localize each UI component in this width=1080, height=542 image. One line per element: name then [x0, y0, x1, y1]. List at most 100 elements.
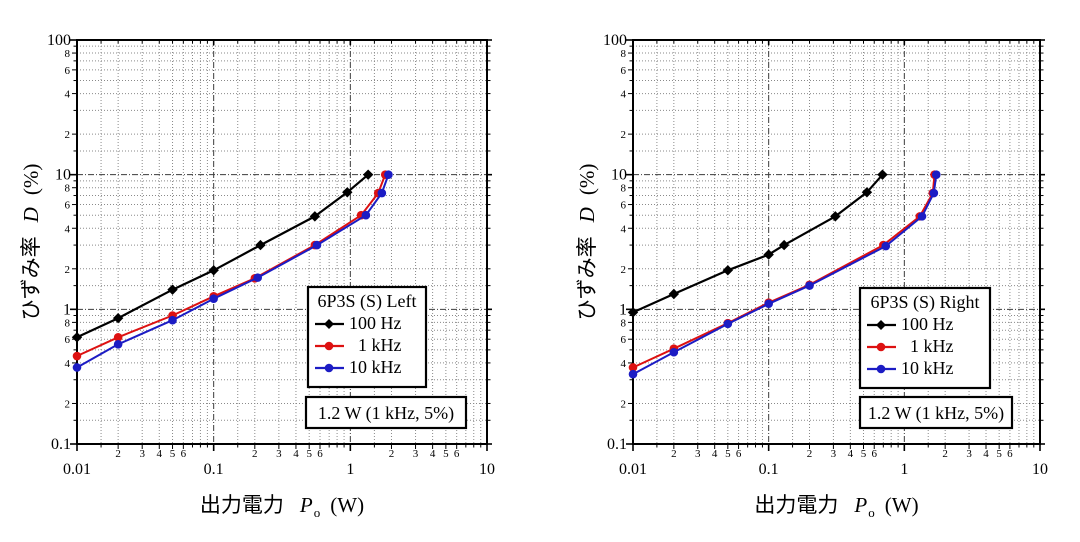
y-major-tick-label: 0.1: [607, 436, 627, 453]
left-chart-svg: 2 3 4 5 6 2 3 4 5 6 2 3 4 5 60.01 0.1 1 102468246824680.1…: [19, 32, 495, 520]
legend-marker: [324, 363, 334, 373]
data-point-marker: [917, 212, 927, 221]
annotation-text: 1.2 W (1 kHz, 5%): [868, 403, 1004, 424]
data-point-marker: [362, 169, 374, 180]
x-minor-tick-label: 5: [725, 448, 731, 460]
y-minor-tick-label: 2: [65, 264, 71, 276]
x-minor-tick-label: 6: [871, 448, 877, 460]
data-point-marker: [168, 315, 177, 325]
series-line-100-hz: [632, 173, 884, 314]
legend-marker: [876, 320, 886, 330]
x-major-tick-label: 0.1: [204, 461, 224, 478]
y-minor-tick-label: 8: [65, 317, 71, 329]
data-point-marker: [209, 294, 218, 303]
data-point-marker: [668, 288, 680, 300]
x-minor-tick-label: 5: [306, 448, 312, 460]
legend-marker: [324, 319, 334, 329]
x-minor-tick-label: 5: [170, 448, 176, 460]
data-point-marker: [72, 351, 82, 361]
y-minor-tick-label: 6: [65, 334, 71, 346]
x-minor-tick-label: 3: [966, 448, 972, 460]
y-major-tick-label: 0.1: [51, 436, 71, 453]
y-minor-tick-label: 8: [65, 48, 71, 60]
x-minor-tick-label: 3: [831, 448, 837, 460]
data-point-marker: [627, 307, 639, 318]
y-minor-tick-label: 4: [621, 89, 627, 101]
y-major-tick-label: 1: [619, 301, 627, 318]
data-point-marker: [377, 188, 387, 198]
x-minor-tick-label: 3: [276, 448, 282, 460]
data-point-marker: [628, 369, 638, 379]
data-point-marker: [71, 332, 83, 343]
x-major-tick-label: 0.1: [759, 461, 779, 478]
x-minor-tick-label: 2: [942, 448, 948, 460]
x-minor-tick-label: 6: [181, 448, 187, 460]
data-point-marker: [764, 299, 773, 309]
legend-title: 6P3S (S) Right: [870, 292, 979, 313]
y-minor-tick-label: 6: [65, 200, 71, 212]
data-point-marker: [255, 239, 266, 251]
y-minor-tick-label: 8: [621, 183, 627, 195]
y-major-tick-label: 100: [47, 32, 71, 49]
data-point-marker: [253, 273, 263, 282]
legend-entry-label: 10 kHz: [349, 357, 402, 377]
y-major-tick-label: 10: [611, 167, 627, 184]
y-minor-tick-label: 4: [65, 358, 71, 370]
y-axis-title: ひずみ率D(%): [19, 164, 43, 321]
data-point-marker: [722, 265, 734, 276]
data-point-marker: [830, 211, 841, 222]
x-minor-tick-label: 4: [430, 448, 436, 460]
y-minor-tick-label: 2: [621, 129, 627, 141]
x-minor-tick-label: 6: [454, 448, 460, 460]
x-minor-tick-label: 2: [671, 448, 677, 460]
x-axis-title: 出力電力 Po (W): [200, 493, 364, 520]
data-point-marker: [112, 312, 124, 324]
right-channel-chart: 2 3 4 5 6 2 3 4 5 6 2 3 4 5 6 0.01 0.1 1 10 2 4 6 8 2 4 6 8 2 4 6 8 0.1…: [540, 0, 1080, 537]
right-chart-svg: 2 3 4 5 6 2 3 4 5 6 2 3 4 5 60.01 0.1 1 102468246824680.1…: [575, 32, 1048, 520]
x-minor-tick-label: 4: [712, 448, 718, 460]
data-point-marker: [778, 239, 790, 251]
legend-marker: [876, 342, 886, 352]
data-point-marker: [669, 347, 679, 357]
data-point-marker: [113, 339, 123, 349]
y-minor-tick-label: 6: [621, 334, 627, 346]
y-minor-tick-label: 2: [65, 398, 71, 410]
data-point-marker: [312, 240, 322, 250]
x-minor-tick-label: 5: [861, 448, 867, 460]
data-point-marker: [361, 210, 371, 220]
data-point-marker: [929, 188, 939, 198]
x-minor-tick-label: 5: [996, 448, 1002, 460]
legend-entry-label: 1 kHz: [349, 335, 402, 355]
x-minor-tick-label: 5: [443, 448, 449, 460]
data-point-marker: [628, 363, 638, 372]
x-minor-tick-label: 3: [413, 448, 419, 460]
legend-entry-label: 100 Hz: [901, 314, 954, 334]
x-minor-tick-label: 2: [389, 448, 395, 460]
x-major-tick-label: 0.01: [619, 461, 647, 478]
data-point-marker: [167, 284, 178, 295]
annotation-box: [858, 395, 1014, 430]
x-minor-tick-label: 2: [252, 448, 258, 460]
data-point-marker: [881, 241, 891, 251]
y-minor-tick-label: 8: [65, 183, 71, 195]
x-minor-tick-label: 6: [1007, 448, 1013, 460]
x-minor-tick-label: 3: [139, 448, 145, 460]
x-minor-tick-label: 6: [317, 448, 323, 460]
data-point-marker: [723, 319, 733, 329]
y-minor-tick-label: 4: [621, 223, 627, 235]
y-minor-tick-label: 2: [65, 129, 71, 141]
x-major-tick-label: 0.01: [63, 461, 91, 478]
y-major-tick-label: 10: [55, 167, 71, 184]
y-major-tick-label: 100: [603, 32, 627, 49]
axis-frame: [632, 39, 1041, 445]
x-minor-tick-label: 6: [736, 448, 742, 460]
y-minor-tick-label: 2: [621, 264, 627, 276]
y-axis-title: ひずみ率D(%): [575, 164, 599, 321]
legend-entry-label: 10 kHz: [901, 358, 954, 378]
x-minor-tick-label: 4: [293, 448, 299, 460]
data-point-marker: [805, 281, 814, 290]
y-minor-tick-label: 8: [621, 317, 627, 329]
legend-marker: [876, 364, 886, 374]
y-minor-tick-label: 4: [65, 223, 71, 235]
